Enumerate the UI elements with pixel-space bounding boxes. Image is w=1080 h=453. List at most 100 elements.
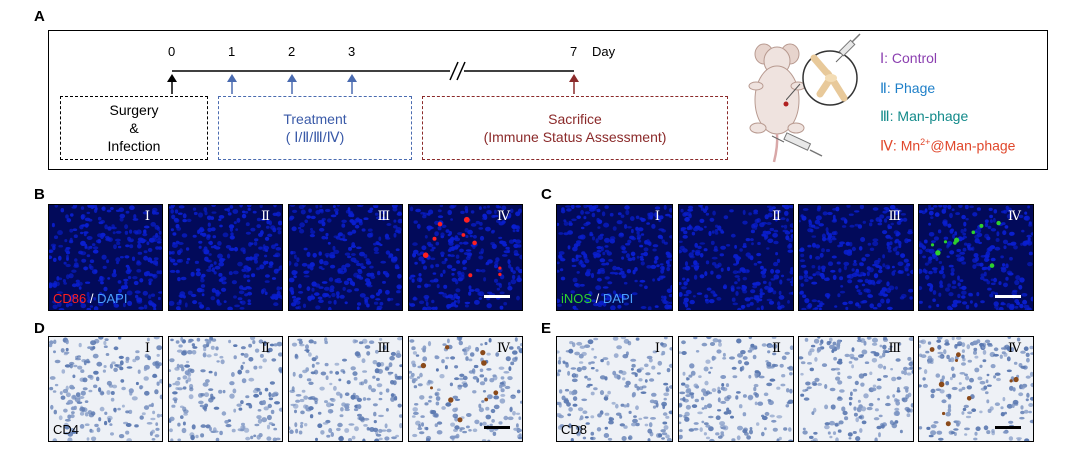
legend-mn-man-phage: Ⅳ: Mn2+@Man-phage <box>880 137 1015 155</box>
day-unit-label: Day <box>592 44 616 59</box>
group-label: Ⅲ <box>888 209 901 224</box>
stain-legend-c: iNOS / DAPI <box>561 291 633 306</box>
ihc-image <box>799 337 913 441</box>
legend-iv-suffix: @Man-phage <box>930 137 1016 154</box>
group-label: Ⅱ <box>772 341 781 356</box>
panel-b-ii: Ⅱ <box>168 204 283 311</box>
scale-bar <box>995 295 1021 298</box>
tick-label-2: 2 <box>288 44 296 59</box>
stain-marker: CD86 <box>53 291 87 306</box>
group-label: Ⅳ <box>497 209 510 224</box>
stain-dapi: DAPI <box>602 291 634 306</box>
syringe-icon-lower <box>771 132 823 157</box>
arrow-day7 <box>569 74 579 94</box>
panel-c-iv: Ⅳ <box>918 204 1034 311</box>
ihc-image <box>919 337 1033 441</box>
ihc-image <box>679 337 793 441</box>
treatment-line2: ( Ⅰ/Ⅱ/Ⅲ/Ⅳ) <box>285 129 345 145</box>
syringe-icon <box>835 33 861 63</box>
panel-e-i: Ⅰ CD8 <box>556 336 673 442</box>
stain-sep: / <box>86 291 98 306</box>
sacrifice-line2: (Immune Status Assessment) <box>483 129 667 145</box>
group-label: Ⅲ <box>377 341 390 356</box>
panel-d-iv: Ⅳ <box>408 336 523 442</box>
panel-b-iii: Ⅲ <box>288 204 403 311</box>
group-label: Ⅳ <box>1008 341 1021 356</box>
fluorescence-image <box>49 205 162 310</box>
scale-bar <box>484 295 510 298</box>
panel-a-frame <box>48 30 1048 170</box>
ihc-image <box>49 337 162 441</box>
fluorescence-image <box>409 205 522 310</box>
stain-legend-e: CD8 <box>561 422 588 437</box>
ihc-image <box>289 337 402 441</box>
legend-phage: Ⅱ: Phage <box>880 80 936 96</box>
panel-d-i: Ⅰ CD4 <box>48 336 163 442</box>
panel-label-d: D <box>34 320 45 337</box>
group-label: Ⅲ <box>888 341 901 356</box>
fluorescence-image <box>679 205 793 310</box>
tick-label-1: 1 <box>228 44 236 59</box>
group-label: Ⅱ <box>261 341 270 356</box>
stain-marker: iNOS <box>561 291 593 306</box>
treatment-box: Treatment ( Ⅰ/Ⅱ/Ⅲ/Ⅳ) <box>218 96 412 160</box>
group-label: Ⅲ <box>377 209 390 224</box>
arrow-day2 <box>287 74 297 94</box>
panel-label-a: A <box>34 8 45 25</box>
panel-e-iv: Ⅳ <box>918 336 1034 442</box>
panel-d-iii: Ⅲ <box>288 336 403 442</box>
surgery-box: Surgery & Infection <box>60 96 208 160</box>
fluorescence-image <box>919 205 1033 310</box>
legend-iv-prefix: Ⅳ: Mn <box>880 137 921 154</box>
stain-legend-b: CD86 / DAPI <box>53 291 127 306</box>
knee-joint-icon <box>802 50 858 106</box>
group-label: Ⅰ <box>144 341 150 356</box>
treatment-line1: Treatment <box>283 111 347 127</box>
surgery-line1: Surgery <box>109 102 159 118</box>
panel-b-iv: Ⅳ <box>408 204 523 311</box>
surgery-line2: & <box>129 120 139 136</box>
panel-c-iii: Ⅲ <box>798 204 914 311</box>
sacrifice-line1: Sacrifice <box>548 111 602 127</box>
panel-b-i: Ⅰ CD86 / DAPI <box>48 204 163 311</box>
stain-sep: / <box>592 291 603 306</box>
ihc-image <box>557 337 672 441</box>
fluorescence-image <box>289 205 402 310</box>
sacrifice-box: Sacrifice (Immune Status Assessment) <box>422 96 728 160</box>
panel-e-ii: Ⅱ <box>678 336 794 442</box>
group-label: Ⅱ <box>261 209 270 224</box>
surgery-line3: Infection <box>107 138 161 154</box>
panel-label-c: C <box>541 186 552 203</box>
tick-label-7: 7 <box>570 44 578 59</box>
legend-iv-sup: 2+ <box>920 137 931 147</box>
ihc-image <box>409 337 522 441</box>
arrow-day0 <box>167 74 177 94</box>
group-label: Ⅰ <box>654 209 660 224</box>
tick-label-3: 3 <box>348 44 356 59</box>
panel-label-b: B <box>34 186 45 203</box>
group-label: Ⅰ <box>654 341 660 356</box>
timeline-axis <box>167 60 579 94</box>
arrow-day1 <box>227 74 237 94</box>
fluorescence-image <box>557 205 672 310</box>
scale-bar <box>484 426 510 429</box>
tick-label-0: 0 <box>168 44 176 59</box>
stain-legend-d: CD4 <box>53 422 80 437</box>
fluorescence-image <box>169 205 282 310</box>
group-label: Ⅰ <box>144 209 150 224</box>
arrow-day3 <box>347 74 357 94</box>
fluorescence-image <box>799 205 913 310</box>
stain-dapi: DAPI <box>97 291 128 306</box>
panel-c-ii: Ⅱ <box>678 204 794 311</box>
scale-bar <box>995 426 1021 429</box>
legend-man-phage: Ⅲ: Man-phage <box>880 108 969 124</box>
mouse-icon <box>748 43 806 163</box>
group-label: Ⅱ <box>772 209 781 224</box>
mouse-illustration <box>748 43 806 163</box>
knee-magnifier <box>786 83 801 101</box>
group-label: Ⅳ <box>1008 209 1021 224</box>
panel-d-ii: Ⅱ <box>168 336 283 442</box>
panel-e-iii: Ⅲ <box>798 336 914 442</box>
panel-c-i: Ⅰ iNOS / DAPI <box>556 204 673 311</box>
panel-label-e: E <box>541 320 552 337</box>
